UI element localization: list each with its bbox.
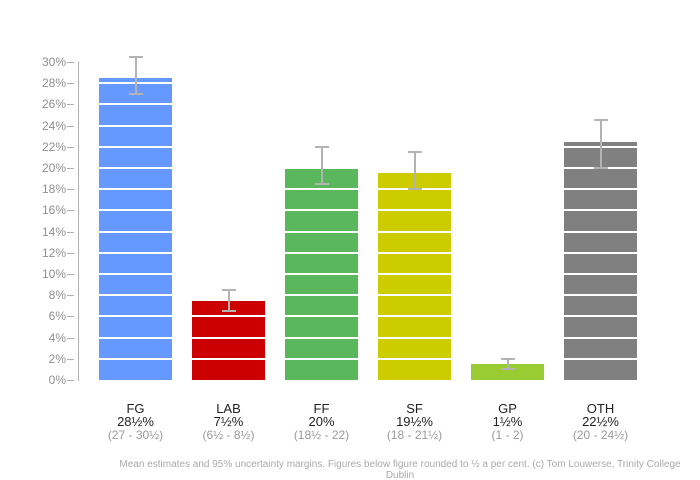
- gridline: [99, 103, 637, 106]
- error-bar-lab: [227, 289, 230, 312]
- y-tick-label: 26%: [41, 97, 66, 112]
- error-bar-fg: [134, 56, 137, 94]
- party-uncertainty-range: (18½ - 22): [293, 428, 350, 442]
- error-cap-low-sf: [407, 188, 422, 191]
- party-name: GP: [498, 401, 517, 416]
- y-tick-label: 30%: [41, 55, 66, 69]
- gridline: [99, 273, 637, 275]
- party-name: FG: [126, 401, 145, 416]
- party-estimate: 28½%: [117, 414, 154, 429]
- y-tick-mark: [67, 168, 74, 169]
- error-cap-high-fg: [128, 55, 143, 58]
- error-cap-low-lab: [221, 310, 236, 313]
- y-tick-label: 2%: [48, 351, 66, 366]
- gridline: [99, 188, 637, 191]
- y-tick-label: 6%: [48, 309, 66, 324]
- y-tick-mark: [67, 62, 74, 63]
- gridline: [99, 294, 637, 297]
- y-tick-mark: [67, 104, 74, 106]
- party-estimate: 20%: [308, 414, 335, 429]
- y-tick-mark: [67, 252, 74, 254]
- party-uncertainty-range: (27 - 30½): [107, 428, 164, 442]
- gridline: [99, 315, 637, 318]
- bar-label-sf: SF 19½% (18 - 21½): [368, 402, 461, 442]
- bar-oth: [564, 141, 637, 380]
- y-tick-mark: [67, 231, 74, 233]
- gridline: [99, 145, 637, 148]
- gridline: [99, 336, 637, 339]
- gridline: [99, 251, 637, 254]
- y-tick-label: 22%: [41, 139, 66, 154]
- party-name: OTH: [586, 401, 615, 416]
- error-cap-low-gp: [500, 368, 515, 371]
- y-tick-mark: [67, 295, 74, 297]
- y-tick-label: 18%: [41, 182, 66, 197]
- error-bar-sf: [413, 152, 416, 190]
- y-tick-label: 4%: [48, 330, 66, 345]
- error-cap-high-sf: [407, 151, 422, 154]
- party-name: LAB: [216, 401, 241, 416]
- y-tick-label: 20%: [41, 161, 66, 175]
- error-cap-high-gp: [500, 357, 515, 360]
- y-tick-mark: [67, 210, 74, 212]
- y-tick-mark: [67, 146, 74, 148]
- y-tick-mark: [67, 380, 74, 381]
- party-name: FF: [313, 401, 330, 416]
- error-cap-low-fg: [128, 92, 143, 95]
- party-uncertainty-range: (1 - 2): [491, 428, 524, 442]
- gridline: [99, 230, 637, 233]
- gridline: [99, 124, 637, 127]
- gridline: [99, 82, 637, 85]
- party-estimate: 7½%: [213, 414, 244, 429]
- gridline: [99, 167, 637, 169]
- y-tick-label: 28%: [41, 76, 66, 91]
- gridline: [99, 357, 637, 360]
- bar-sf: [378, 173, 451, 380]
- y-tick-mark: [67, 83, 74, 85]
- gridline: [99, 209, 637, 212]
- y-tick-label: 8%: [48, 288, 66, 303]
- y-tick-label: 16%: [41, 203, 66, 218]
- y-axis: 0% 2% 4% 6% 8% 10% 12% 14% 16% 18% 20% 22% 24% 26% 28%…: [0, 0, 100, 480]
- error-cap-high-ff: [314, 145, 329, 148]
- y-tick-mark: [67, 337, 74, 339]
- party-estimate: 1½%: [492, 414, 523, 429]
- bar-gp: [471, 364, 544, 380]
- y-tick-label: 12%: [41, 245, 66, 260]
- bar-label-ff: FF 20% (18½ - 22): [275, 402, 368, 442]
- y-tick-mark: [67, 316, 74, 318]
- error-cap-low-ff: [314, 182, 329, 185]
- party-estimate: 22½%: [582, 414, 619, 429]
- bar-fg: [99, 77, 172, 380]
- error-cap-high-lab: [221, 288, 236, 291]
- y-tick-mark: [67, 189, 74, 191]
- error-cap-high-oth: [593, 119, 608, 122]
- bar-label-oth: OTH 22½% (20 - 24½): [554, 402, 647, 442]
- bar-lab: [192, 300, 265, 380]
- error-cap-low-oth: [593, 167, 608, 169]
- error-bar-gp: [506, 358, 509, 370]
- error-bar-oth: [599, 120, 602, 168]
- error-bar-ff: [320, 146, 323, 184]
- y-tick-mark: [67, 274, 74, 275]
- y-tick-label: 14%: [41, 224, 66, 239]
- y-tick-label: 24%: [41, 118, 66, 133]
- bar-label-gp: GP 1½% (1 - 2): [461, 402, 554, 442]
- footer-caption: Mean estimates and 95% uncertainty margi…: [119, 459, 681, 480]
- party-uncertainty-range: (6½ - 8½): [202, 428, 255, 442]
- y-axis-line: [78, 62, 79, 381]
- y-tick-mark: [67, 125, 74, 127]
- party-uncertainty-range: (20 - 24½): [572, 428, 629, 442]
- y-tick-mark: [67, 358, 74, 360]
- party-estimate: 19½%: [396, 414, 433, 429]
- y-tick-label: 0%: [48, 373, 66, 387]
- party-name: SF: [406, 401, 423, 416]
- bar-label-lab: LAB 7½% (6½ - 8½): [182, 402, 275, 442]
- bar-label-fg: FG 28½% (27 - 30½): [89, 402, 182, 442]
- party-uncertainty-range: (18 - 21½): [386, 428, 443, 442]
- y-tick-label: 10%: [41, 267, 66, 281]
